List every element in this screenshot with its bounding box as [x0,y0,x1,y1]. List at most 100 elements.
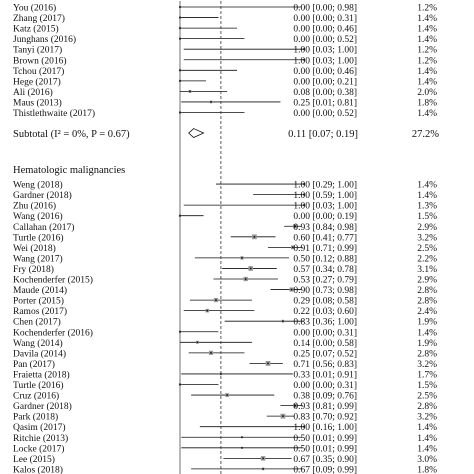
weight-text: 2.9% [417,276,437,286]
weight-text: 2.5% [417,244,437,254]
weight-text: 1.7% [417,370,437,380]
study-label: Ritchie (2013) [13,433,68,444]
ci-text: 0.67 [0.35; 0.90] [293,455,357,465]
ci-text: 0.00 [0.00; 0.21] [293,77,357,87]
study-label: Tanyi (2017) [13,45,62,56]
point-estimate [210,352,212,354]
ci-text: 1.00 [0.59; 1.00] [293,191,357,201]
study-label: Kochenderfer (2015) [13,275,93,286]
ci-text: 1.00 [0.03; 1.00] [293,56,357,66]
weight-text: 3.0% [417,455,437,465]
study-label: You (2016) [13,3,56,14]
ci-text: 0.67 [0.09; 0.99] [293,465,357,474]
point-estimate [303,58,305,61]
study-label: Thistlethwaite (2017) [13,108,95,119]
study-label: Maude (2014) [13,285,67,296]
point-estimate [244,278,247,280]
study-label: Wang (2016) [13,211,63,222]
weight-text: 2.5% [417,392,437,402]
weight-text: 1.4% [417,35,437,45]
ci-text: 0.00 [0.00; 0.31] [293,328,357,338]
weight-text: 1.5% [417,212,437,222]
point-estimate [262,457,264,460]
ci-text: 0.38 [0.09; 0.76] [293,392,357,402]
point-estimate [303,183,305,185]
weight-text: 2.8% [417,297,437,307]
weight-text: 1.4% [417,434,437,444]
ci-text: 0.93 [0.81; 0.99] [293,402,357,412]
ci-text: 0.00 [0.00; 0.98] [293,4,357,14]
point-estimate [206,309,209,312]
study-label: Kalos (2018) [13,464,63,474]
study-label: Maus (2013) [13,97,62,108]
point-estimate [294,225,297,228]
weight-text: 2.8% [417,402,437,412]
weight-text: 1.5% [417,381,437,391]
weight-text: 1.4% [417,77,437,87]
study-label: Davila (2014) [13,348,66,359]
point-estimate [294,404,297,407]
ci-text: 0.60 [0.41; 0.77] [293,233,357,243]
point-estimate [282,320,284,322]
weight-text: 1.4% [417,181,437,191]
point-estimate [282,415,284,417]
point-estimate [210,101,212,103]
weight-text: 3.2% [417,233,437,243]
study-label: Wang (2017) [13,253,63,264]
ci-text: 0.00 [0.00; 0.19] [293,212,357,222]
study-label: Wang (2014) [13,338,63,349]
weight-text: 3.2% [417,413,437,423]
weight-text: 2.9% [417,223,437,233]
point-estimate [189,90,191,93]
weight-text: 1.3% [417,202,437,212]
ci-text: 0.14 [0.00; 0.58] [293,339,357,349]
study-label: Weng (2018) [13,180,63,191]
weight-text: 1.4% [417,444,437,454]
ci-text: 0.93 [0.84; 0.98] [293,223,357,233]
weight-text: 1.2% [417,4,437,14]
ci-text: 0.00 [0.00; 0.31] [293,381,357,391]
ci-text: 1.00 [0.03; 1.00] [293,46,357,56]
ci-text: 0.83 [0.70; 0.92] [293,413,357,423]
weight-text: 2.4% [417,307,437,317]
weight-text: 2.2% [417,254,437,264]
ci-text: 0.29 [0.08; 0.58] [293,297,357,307]
study-label: Gardner (2018) [13,401,72,412]
study-label: Ramos (2017) [13,306,67,317]
point-estimate [303,48,305,50]
study-label: Katz (2015) [13,24,59,35]
study-label: Gardner (2018) [13,190,72,201]
study-label: Lee (2015) [13,454,55,465]
weight-text: 1.2% [417,56,437,66]
study-label: Hege (2017) [13,76,61,87]
point-estimate [303,204,305,206]
study-label: Ali (2016) [13,87,53,98]
ci-text: 0.00 [0.00; 0.31] [293,14,357,24]
weight-text: 1.4% [417,109,437,119]
weight-text: 1.8% [417,465,437,474]
weight-text: 2.0% [417,88,437,98]
study-label: Turtle (2016) [13,232,64,243]
weight-text: 1.4% [417,423,437,433]
subtotal-ci-text: 0.11 [0.07; 0.19] [288,129,358,140]
study-label: Kochenderfer (2016) [13,327,93,338]
study-label: Locke (2017) [13,443,64,454]
ci-text: 0.90 [0.73; 0.98] [293,286,357,296]
weight-text: 1.8% [417,98,437,108]
weight-text: 1.4% [417,14,437,24]
point-estimate [226,394,228,396]
ci-text: 0.83 [0.36; 1.00] [293,318,357,328]
ci-text: 0.50 [0.01; 0.99] [293,444,357,454]
point-estimate [196,341,199,344]
weight-text: 2.8% [417,286,437,296]
study-label: Callahan (2017) [13,222,74,233]
subtotal-diamond [188,128,205,139]
study-label: Fry (2018) [13,264,54,275]
ci-text: 0.22 [0.03; 0.60] [293,307,357,317]
point-estimate [215,299,217,301]
ci-text: 0.33 [0.01; 0.91] [293,370,357,380]
study-label: Fraietta (2018) [13,369,70,380]
weight-text: 1.9% [417,318,437,328]
ci-text: 1.00 [0.16; 1.00] [293,423,357,433]
